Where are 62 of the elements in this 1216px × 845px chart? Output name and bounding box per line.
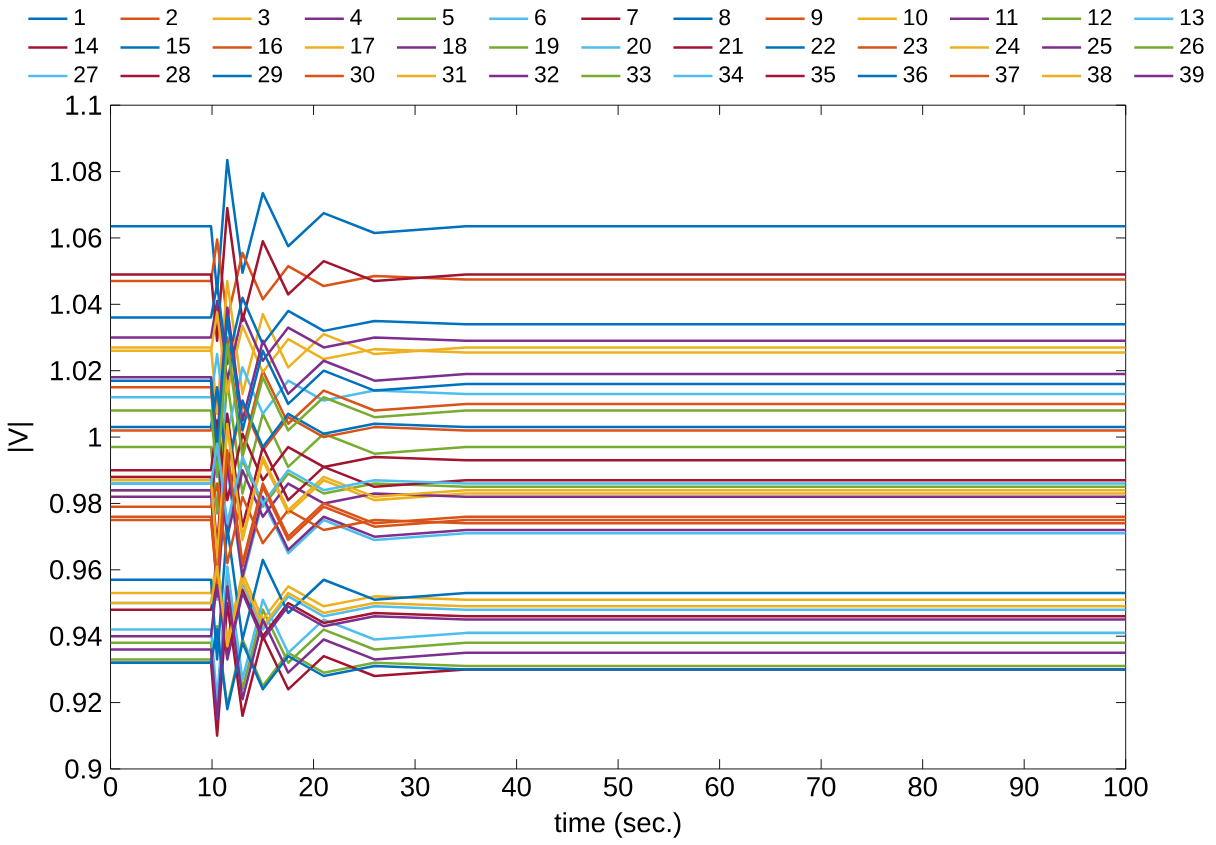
x-tick-label: 60 bbox=[705, 776, 734, 797]
legend-label: 25 bbox=[1088, 37, 1112, 54]
legend-label: 29 bbox=[258, 66, 282, 83]
legend-label: 7 bbox=[627, 9, 638, 25]
legend-label: 15 bbox=[167, 37, 190, 54]
y-tick-label: 0.98 bbox=[50, 493, 102, 513]
y-tick-label: 1.02 bbox=[51, 360, 102, 381]
legend-label: 2 bbox=[166, 8, 177, 25]
legend-label: 27 bbox=[74, 66, 98, 83]
legend-label: 14 bbox=[74, 37, 98, 54]
y-tick-label: 1 bbox=[89, 427, 102, 447]
legend-label: 24 bbox=[995, 37, 1020, 54]
legend-label: 12 bbox=[1088, 8, 1112, 25]
legend-label: 10 bbox=[904, 8, 928, 26]
y-tick-label: 1.08 bbox=[51, 161, 102, 182]
x-tick-label: 40 bbox=[501, 776, 531, 797]
legend-label: 17 bbox=[351, 37, 374, 54]
legend-label: 31 bbox=[442, 66, 467, 83]
x-tick-label: 30 bbox=[400, 776, 430, 797]
x-tick-label: 10 bbox=[198, 776, 227, 797]
legend-label: 38 bbox=[1087, 66, 1112, 83]
legend-label: 9 bbox=[811, 8, 823, 26]
legend-label: 30 bbox=[350, 66, 375, 83]
legend-label: 34 bbox=[719, 66, 744, 83]
legend-label: 4 bbox=[350, 9, 362, 25]
legend-label: 19 bbox=[535, 37, 559, 54]
x-tick-label: 80 bbox=[908, 776, 937, 797]
legend-label: 21 bbox=[719, 37, 743, 54]
legend-label: 28 bbox=[166, 66, 190, 83]
legend-label: 8 bbox=[719, 8, 731, 26]
legend-label: 36 bbox=[903, 66, 928, 83]
legend-label: 32 bbox=[534, 66, 559, 83]
legend-label: 26 bbox=[1180, 37, 1204, 54]
y-tick-label: 1.04 bbox=[51, 294, 102, 314]
x-tick-label: 0 bbox=[103, 776, 118, 797]
legend-label: 3 bbox=[258, 8, 270, 26]
y-tick-label: 1.06 bbox=[51, 228, 102, 248]
legend-label: 16 bbox=[259, 37, 282, 54]
legend-label: 39 bbox=[1179, 66, 1204, 83]
legend-label: 5 bbox=[442, 9, 454, 26]
legend-label: 6 bbox=[535, 8, 546, 26]
x-tick-label: 90 bbox=[1010, 776, 1039, 797]
y-tick-label: 0.94 bbox=[50, 626, 102, 646]
y-tick-label: 0.9 bbox=[65, 759, 102, 779]
legend-label: 18 bbox=[443, 37, 467, 54]
y-tick-label: 1.1 bbox=[66, 95, 102, 115]
x-tick-label: 50 bbox=[603, 776, 633, 797]
legend-label: 33 bbox=[627, 66, 651, 83]
x-axis-title: time (sec.) bbox=[554, 812, 681, 838]
legend-label: 11 bbox=[996, 9, 1018, 25]
legend-label: 22 bbox=[811, 37, 835, 54]
legend-label: 23 bbox=[903, 37, 928, 54]
x-tick-label: 100 bbox=[1104, 776, 1148, 797]
y-tick-label: 0.96 bbox=[50, 559, 102, 580]
legend-label: 13 bbox=[1180, 8, 1204, 26]
y-axis-title: |V| bbox=[7, 423, 34, 451]
legend-label: 20 bbox=[627, 37, 651, 54]
x-tick-label: 70 bbox=[807, 776, 836, 797]
legend-label: 37 bbox=[995, 66, 1020, 83]
y-tick-label: 0.92 bbox=[50, 692, 102, 713]
legend-label: 35 bbox=[811, 66, 835, 83]
x-tick-label: 20 bbox=[299, 776, 328, 797]
